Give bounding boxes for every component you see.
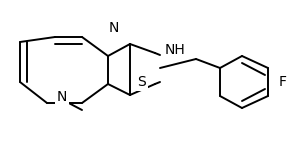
- Text: N: N: [109, 21, 119, 35]
- Text: NH: NH: [165, 43, 185, 57]
- Text: F: F: [279, 75, 287, 89]
- Text: S: S: [138, 75, 146, 89]
- Text: N: N: [57, 90, 67, 104]
